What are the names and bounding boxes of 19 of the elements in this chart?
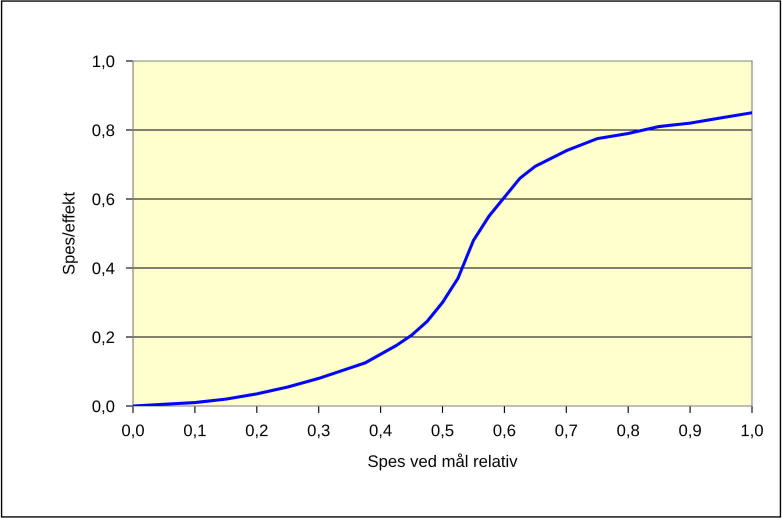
x-tick-label: 0,9 <box>679 424 701 438</box>
x-tick-label: 0,0 <box>122 424 144 438</box>
x-tick-label: 0,8 <box>617 424 640 438</box>
x-tick-label: 0,6 <box>493 424 516 438</box>
y-tick-label: 0,8 <box>92 124 114 138</box>
y-tick-label: 0,0 <box>92 400 114 414</box>
x-tick-label: 0,3 <box>308 424 330 438</box>
y-tick-label: 0,4 <box>92 262 114 276</box>
y-tick-label: 0,6 <box>92 193 114 208</box>
x-tick-label: 0,4 <box>370 424 392 438</box>
y-axis-title: Spes/effekt <box>62 192 78 274</box>
x-axis-title: Spes ved mål relativ <box>368 453 518 470</box>
x-tick-label: 0,1 <box>184 424 206 438</box>
x-tick-label: 0,2 <box>246 424 268 438</box>
y-tick-label: 1,0 <box>93 55 114 70</box>
x-tick-label: 0,5 <box>432 424 454 438</box>
x-tick-label: 1,0 <box>742 424 763 438</box>
x-tick-label: 0,7 <box>555 424 578 438</box>
y-tick-label: 0,2 <box>92 331 114 346</box>
